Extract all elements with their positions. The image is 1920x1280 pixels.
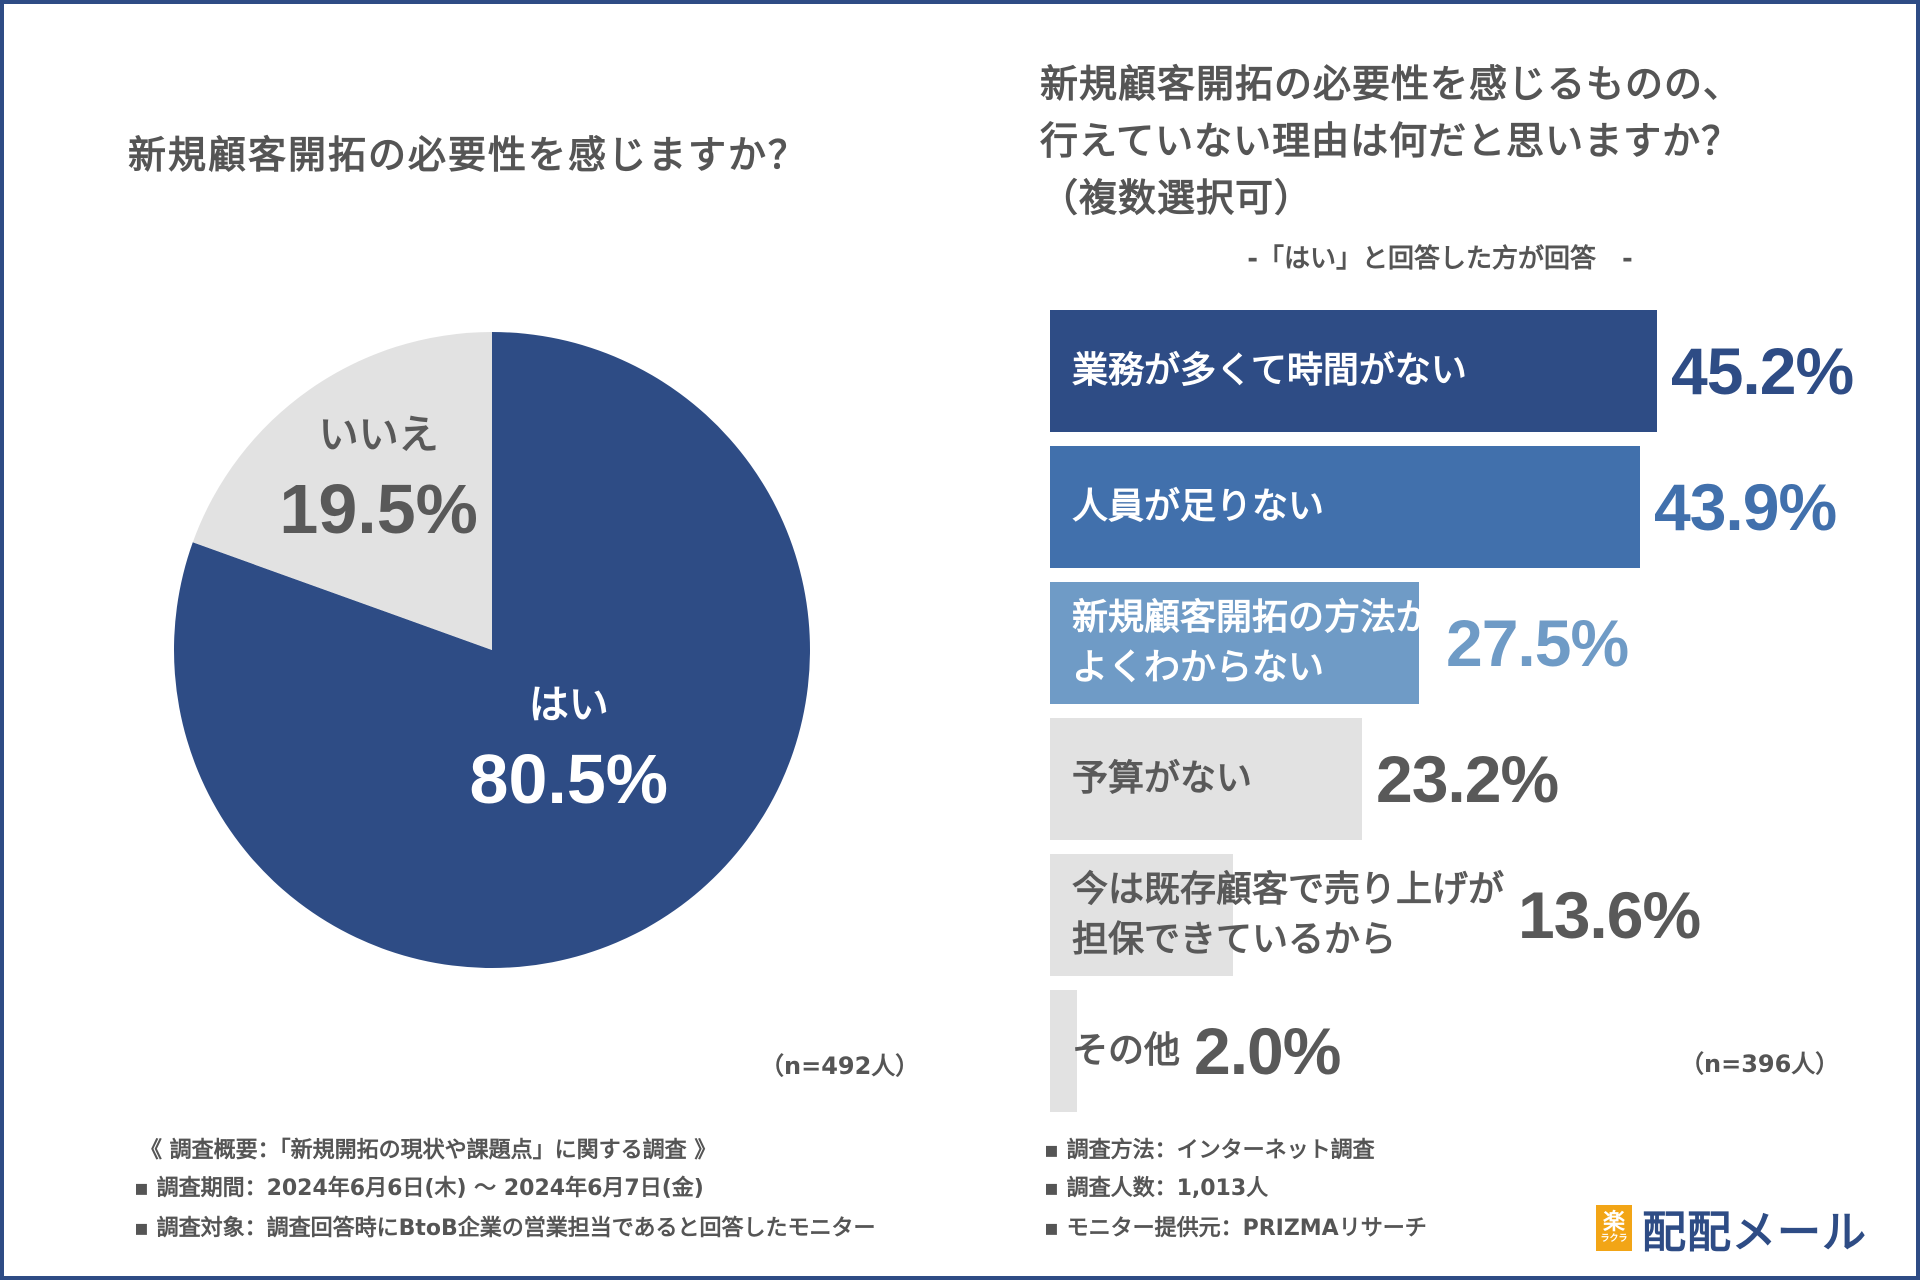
bar-title: 新規顧客開拓の必要性を感じるものの、 行えていない理由は何だと思いますか？ （複… [1040,56,1870,227]
footer-method: ▪ 調査方法：インターネット調査 [1044,1138,1375,1163]
footer-target: ▪ 調査対象：調査回答時にBtoB企業の営業担当であると回答したモニター [134,1216,876,1241]
bar-subtitle: -「はい」と回答した方が回答 - [1247,244,1633,274]
pie-slice-label: はい [528,682,609,729]
pie-slice-no [192,332,492,650]
footer-period: ▪ 調査期間：2024年6月6日(木) 〜 2024年6月7日(金) [134,1176,704,1201]
brand-logo: 楽 ラクラ 配配メール [1596,1200,1867,1258]
brand-mark-icon: 楽 ラクラ [1596,1205,1632,1251]
bar-value: 43.9% [1654,470,1837,544]
bar-value: 2.0% [1194,1014,1341,1088]
bar-fill [1050,990,1077,1112]
bar-fill [1050,310,1657,432]
bar-label: 今は既存顧客で売り上げが 担保できているから [1072,869,1505,960]
brand-mark-sub: ラクラ [1600,1234,1628,1244]
footer-provider: ▪ モニター提供元：PRIZMAリサーチ [1044,1216,1427,1241]
bar-label: その他 [1072,1030,1181,1071]
pie-sample-size: （n=492人） [760,1052,920,1080]
bar-title-line1: 新規顧客開拓の必要性を感じるものの、 [1040,62,1743,106]
bar-title-line3: （複数選択可） [1040,176,1314,220]
bar-fill [1050,446,1640,568]
bar-title-line2: 行えていない理由は何だと思いますか？ [1040,119,1741,163]
bar-value: 27.5% [1446,606,1629,680]
bar-fill [1050,718,1362,840]
bar-label: 業務が多くて時間がない [1072,350,1467,391]
brand-mark-char: 楽 [1602,1210,1625,1235]
pie-slice-value: 19.5% [279,469,478,548]
brand-name: 配配メール [1642,1207,1867,1258]
footer-overview: 《 調査概要：「新規開拓の現状や課題点」に関する調査 》 [140,1138,717,1163]
bar-fill [1050,854,1233,976]
footer-count: ▪ 調査人数：1,013人 [1044,1176,1269,1201]
pie-slice-value: 80.5% [469,740,669,819]
bar-sample-size: （n=396人） [1680,1050,1840,1078]
pie-title: 新規顧客開拓の必要性を感じますか？ [128,133,809,177]
pie-slice-label: いいえ [318,411,439,458]
bar-fill [1050,582,1419,704]
bar-value: 45.2% [1671,334,1854,408]
bar-value: 13.6% [1518,878,1701,952]
bar-label: 人員が足りない [1072,486,1325,527]
bar-label: 予算がない [1072,758,1253,799]
bar-value: 23.2% [1376,742,1559,816]
bar-label: 新規顧客開拓の方法が よくわからない [1072,597,1433,688]
